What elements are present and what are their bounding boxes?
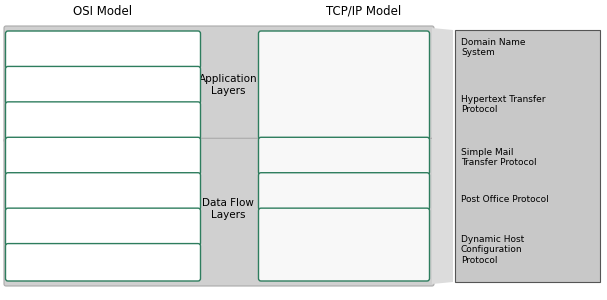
- Bar: [455, 30, 600, 282]
- FancyBboxPatch shape: [5, 31, 200, 68]
- Text: 2.: 2.: [20, 222, 32, 232]
- Text: Internet: Internet: [322, 186, 366, 197]
- FancyBboxPatch shape: [4, 138, 434, 286]
- Text: Data Link: Data Link: [50, 222, 103, 232]
- Text: 3.: 3.: [20, 186, 32, 197]
- Text: Application: Application: [313, 80, 375, 90]
- Text: Data Flow
Layers: Data Flow Layers: [202, 198, 254, 220]
- FancyBboxPatch shape: [259, 173, 430, 210]
- FancyBboxPatch shape: [259, 208, 430, 281]
- Text: OSI Model: OSI Model: [73, 5, 132, 18]
- Text: Application: Application: [50, 45, 112, 55]
- Text: Hypertext Transfer
Protocol: Hypertext Transfer Protocol: [461, 95, 546, 114]
- FancyBboxPatch shape: [5, 102, 200, 139]
- Text: Presentation: Presentation: [50, 80, 120, 90]
- Text: Session: Session: [50, 116, 92, 126]
- Text: Network: Network: [50, 186, 97, 197]
- Text: Application
Layers: Application Layers: [198, 74, 257, 96]
- Text: 5.: 5.: [20, 116, 32, 126]
- FancyBboxPatch shape: [5, 244, 200, 281]
- Text: Physical: Physical: [50, 257, 95, 267]
- FancyBboxPatch shape: [4, 26, 434, 142]
- Text: Dynamic Host
Configuration
Protocol: Dynamic Host Configuration Protocol: [461, 235, 524, 265]
- FancyBboxPatch shape: [259, 31, 430, 139]
- FancyBboxPatch shape: [5, 173, 200, 210]
- Text: TCP/IP Model: TCP/IP Model: [327, 5, 402, 18]
- FancyBboxPatch shape: [5, 66, 200, 104]
- FancyBboxPatch shape: [259, 137, 430, 175]
- Text: Transport: Transport: [50, 151, 102, 161]
- Text: Post Office Protocol: Post Office Protocol: [461, 195, 549, 204]
- Text: Network
Access: Network Access: [320, 234, 367, 255]
- Text: Domain Name
System: Domain Name System: [461, 38, 526, 57]
- FancyBboxPatch shape: [5, 208, 200, 246]
- Text: Simple Mail
Transfer Protocol: Simple Mail Transfer Protocol: [461, 148, 537, 167]
- Text: 4.: 4.: [20, 151, 32, 161]
- Text: 7.: 7.: [20, 45, 32, 55]
- Text: 6.: 6.: [20, 80, 32, 90]
- FancyBboxPatch shape: [5, 137, 200, 175]
- Text: Transport: Transport: [318, 151, 370, 161]
- Text: 1.: 1.: [20, 257, 32, 267]
- Polygon shape: [432, 28, 453, 284]
